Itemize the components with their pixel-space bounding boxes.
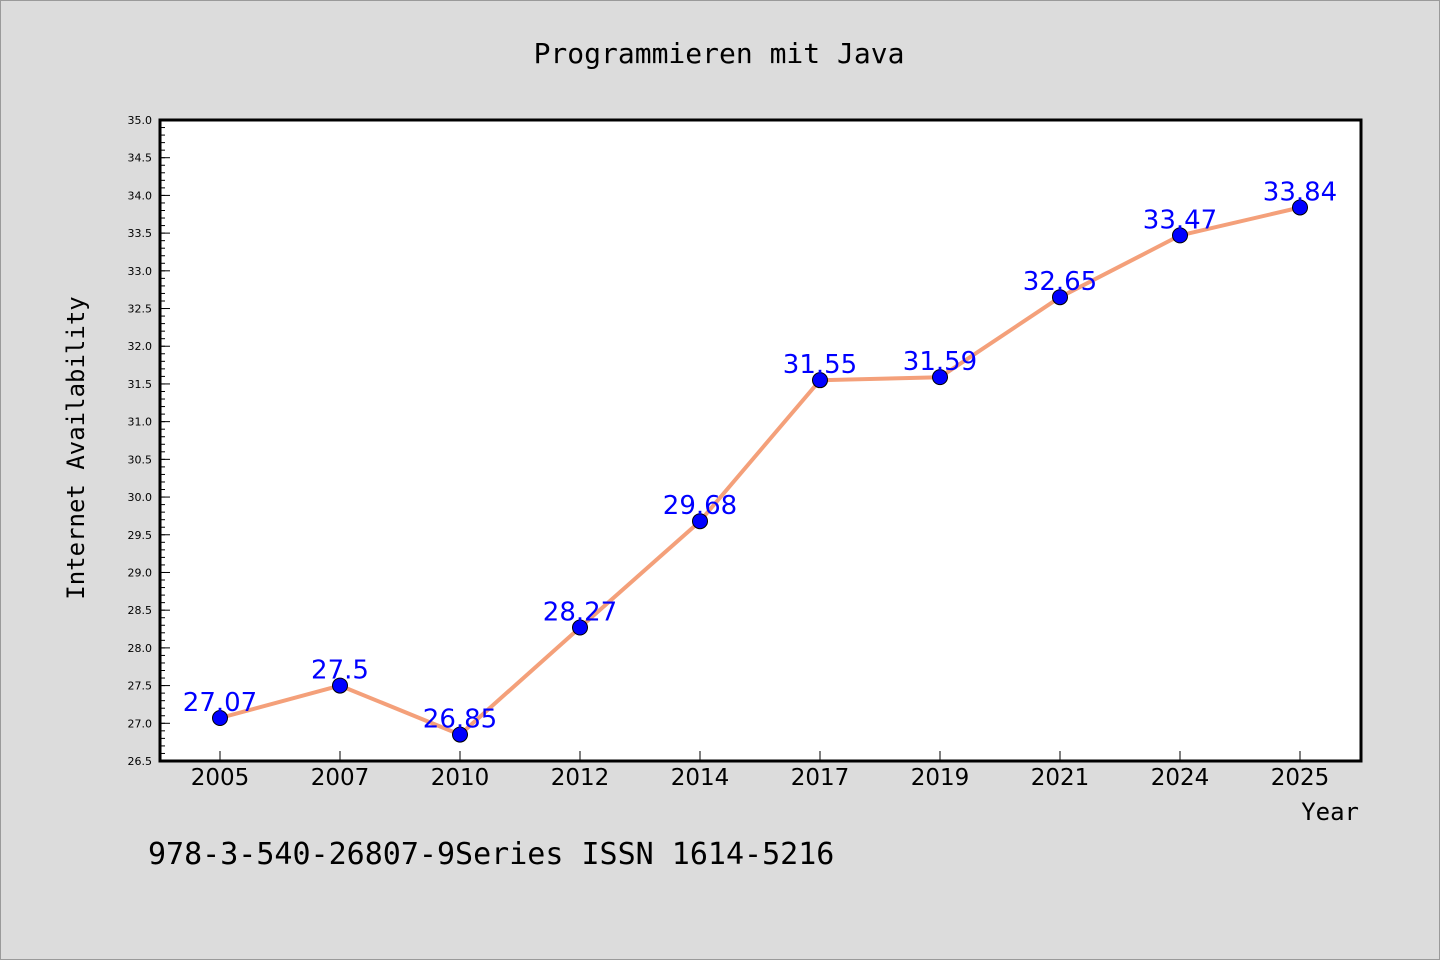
plot-frame [158, 118, 1363, 763]
data-point [452, 726, 468, 743]
data-label: 31.59 [903, 347, 977, 377]
data-label: 31.55 [783, 350, 857, 380]
data-point [932, 369, 948, 386]
y-tick-label: 31.5 [128, 378, 153, 391]
y-tick-label: 27.0 [128, 717, 153, 730]
x-tick-label: 2021 [1031, 765, 1090, 791]
y-tick-label: 28.5 [128, 604, 153, 617]
series-line [219, 205, 1301, 737]
chart-title: Programmieren mit Java [534, 37, 905, 70]
data-point [812, 372, 828, 389]
y-tick-label: 28.0 [128, 642, 153, 655]
data-label: 27.07 [183, 688, 257, 718]
data-point [1292, 199, 1308, 216]
y-tick-label: 31.0 [128, 416, 153, 429]
data-label: 29.68 [663, 491, 737, 521]
x-tick-label: 2017 [791, 765, 850, 791]
data-point [572, 619, 588, 636]
data-label: 32.65 [1023, 267, 1097, 297]
y-tick-label: 33.5 [128, 227, 153, 240]
data-label: 33.84 [1263, 177, 1337, 207]
y-axis: 26.5 27.0 27.5 28.0 28.5 29.0 29.5 30.0 30.5 31.0… [128, 114, 170, 768]
y-axis-label: Internet Availability [62, 296, 90, 599]
data-point [692, 513, 708, 530]
data-labels: 27.07 27.5 26.85 28.27 29.68 31.55 31.59 32.65 3… [183, 177, 1337, 734]
data-label: 26.85 [423, 705, 497, 735]
x-tick-label: 2007 [311, 765, 370, 791]
x-tick-label: 2019 [911, 765, 970, 791]
plot-area [160, 120, 1361, 761]
y-tick-label: 34.5 [128, 152, 153, 165]
x-tick-label: 2024 [1151, 765, 1210, 791]
y-tick-label: 30.5 [128, 453, 153, 466]
y-tick-label: 32.5 [128, 303, 153, 316]
y-tick-label: 34.0 [128, 189, 153, 202]
y-tick-label: 29.5 [128, 529, 153, 542]
y-tick-label: 32.0 [128, 340, 153, 353]
x-tick-label: 2025 [1271, 765, 1330, 791]
y-tick-label: 33.0 [128, 265, 153, 278]
data-label: 27.5 [311, 656, 369, 686]
data-point [1172, 227, 1188, 244]
y-tick-label: 29.0 [128, 566, 153, 579]
x-axis: 2005 2007 2010 2012 2014 2017 2019 2021 2024 2025 [191, 751, 1330, 791]
y-tick-label: 30.0 [128, 491, 153, 504]
x-tick-label: 2014 [671, 765, 730, 791]
series-markers [212, 199, 1308, 743]
data-point [1052, 289, 1068, 306]
footnote: 978-3-540-26807-9Series ISSN 1614-5216 [148, 837, 834, 872]
data-point [332, 677, 348, 694]
data-label: 33.47 [1143, 205, 1217, 235]
x-tick-label: 2010 [431, 765, 490, 791]
data-label: 28.27 [543, 598, 617, 628]
y-tick-label: 35.0 [128, 114, 153, 127]
x-tick-label: 2012 [551, 765, 610, 791]
y-tick-label: 27.5 [128, 680, 153, 693]
data-point [212, 710, 228, 727]
x-tick-label: 2005 [191, 765, 250, 791]
x-axis-label: Year [1301, 798, 1359, 826]
y-tick-label: 26.5 [128, 755, 153, 768]
